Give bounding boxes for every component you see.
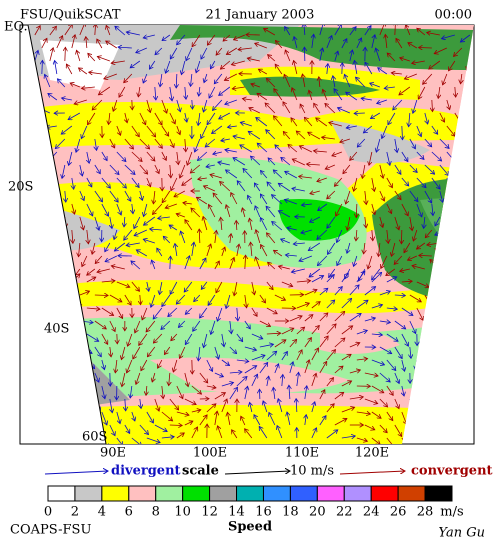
- wind-arrow: [354, 113, 365, 114]
- colorbar-swatch: [183, 486, 210, 501]
- divergent-label: divergent: [111, 464, 181, 479]
- header-left: FSU/QuikSCAT: [20, 8, 121, 23]
- scale-label: scale: [182, 464, 219, 479]
- colorbar-swatch: [237, 486, 264, 501]
- lat-label: 40S: [44, 322, 69, 337]
- colorbar-label: 4: [98, 505, 106, 520]
- wind-arrow: [170, 425, 182, 426]
- lon-label: 110E: [285, 446, 319, 461]
- colorbar-label: 10: [174, 505, 191, 520]
- scale-reference: 10 m/s: [290, 464, 334, 479]
- colorbar-unit: m/s: [440, 505, 463, 520]
- wind-arrow: [65, 47, 66, 61]
- scale-arrow: [225, 471, 290, 474]
- colorbar-label: 20: [309, 505, 326, 520]
- colorbar-label: 14: [228, 505, 245, 520]
- colorbar-swatch: [398, 486, 425, 501]
- colorbar-swatch: [371, 486, 398, 501]
- colorbar-swatch: [263, 486, 290, 501]
- colorbar-label: 0: [44, 505, 52, 520]
- lat-label: EQ.: [4, 20, 28, 35]
- colorbar-swatch: [344, 486, 371, 501]
- footer-right: Yan Gu: [438, 526, 485, 541]
- colorbar-swatch: [425, 486, 452, 501]
- footer-left: COAPS-FSU: [10, 523, 91, 538]
- colorbar-swatch: [156, 486, 183, 501]
- colorbar-swatch: [317, 486, 344, 501]
- colorbar-title: Speed: [228, 520, 272, 535]
- lat-label: 20S: [8, 180, 33, 195]
- colorbar-label: 2: [71, 505, 79, 520]
- convergent-arrow: [340, 471, 405, 474]
- colorbar-label: 6: [125, 505, 133, 520]
- convergent-label: convergent: [411, 464, 493, 479]
- wind-arrow: [419, 48, 432, 49]
- colorbar-label: 16: [255, 505, 272, 520]
- colorbar-label: 28: [417, 505, 434, 520]
- header-center: 21 January 2003: [206, 8, 315, 23]
- colorbar-swatch: [75, 486, 102, 501]
- lon-label: 100E: [193, 446, 227, 461]
- colorbar-label: 12: [201, 505, 218, 520]
- lon-label: 120E: [355, 446, 389, 461]
- colorbar-swatch: [129, 486, 156, 501]
- colorbar-swatch: [210, 486, 237, 501]
- divergent-arrow: [45, 471, 108, 474]
- colorbar-swatch: [290, 486, 317, 501]
- header-right: 00:00: [435, 8, 472, 23]
- wind-arrow: [42, 60, 43, 74]
- wind-arrow: [95, 295, 108, 296]
- lat-label: 60S: [82, 430, 107, 445]
- colorbar-swatch: [102, 486, 129, 501]
- colorbar-label: 24: [363, 505, 380, 520]
- colorbar-label: 8: [152, 505, 160, 520]
- wind-arrow: [356, 204, 357, 218]
- colorbar-swatch: [48, 486, 75, 501]
- colorbar-label: 22: [336, 505, 353, 520]
- colorbar-label: 18: [282, 505, 299, 520]
- colorbar-label: 26: [390, 505, 407, 520]
- lon-label: 90E: [100, 446, 126, 461]
